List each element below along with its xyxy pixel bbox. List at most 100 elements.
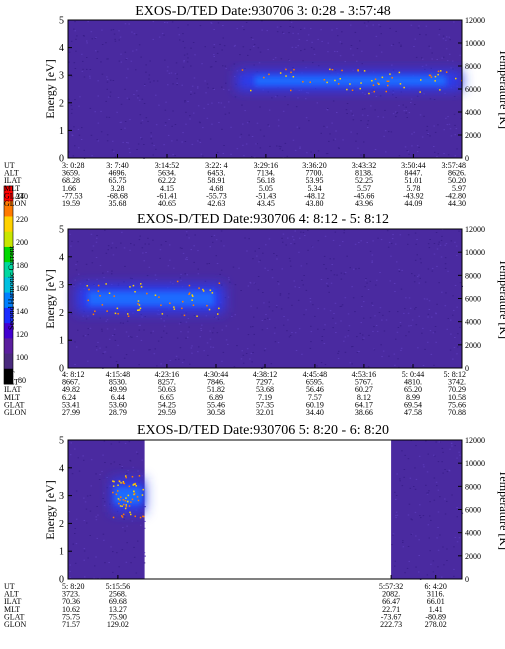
noise-dot — [314, 315, 316, 317]
table-cell: 54.25 — [158, 400, 176, 409]
noise-dot — [95, 519, 98, 521]
band-speckle — [341, 69, 343, 72]
noise-dot — [437, 243, 440, 245]
noise-dot — [439, 496, 441, 498]
noise-dot — [400, 347, 403, 349]
noise-dot — [406, 567, 409, 569]
noise-dot — [349, 362, 351, 364]
noise-dot — [210, 346, 212, 348]
table-cell: 2082. — [382, 590, 400, 599]
y-tick-label: 2 — [59, 308, 64, 319]
noise-dot — [363, 317, 365, 319]
noise-dot — [228, 277, 230, 279]
noise-dot — [106, 116, 108, 118]
noise-dot — [374, 149, 377, 150]
noise-dot — [324, 364, 327, 366]
noise-dot — [283, 316, 285, 317]
noise-dot — [206, 117, 209, 119]
noise-dot — [219, 43, 221, 45]
band-speckle — [211, 292, 214, 294]
noise-dot — [119, 36, 122, 38]
noise-dot — [336, 51, 339, 53]
band-speckle — [357, 69, 359, 71]
noise-dot — [224, 65, 227, 67]
noise-dot — [84, 576, 86, 578]
band-speckle — [125, 476, 127, 479]
noise-dot — [250, 305, 252, 307]
noise-dot — [236, 148, 239, 150]
noise-dot — [128, 441, 131, 443]
noise-dot — [223, 45, 226, 47]
noise-dot — [327, 51, 329, 53]
noise-dot — [97, 341, 99, 343]
noise-dot — [415, 56, 418, 58]
band-speckle — [218, 307, 220, 310]
noise-dot — [360, 120, 362, 122]
noise-dot — [114, 339, 117, 341]
band-speckle — [126, 500, 129, 503]
noise-dot — [446, 36, 448, 38]
noise-dot — [117, 283, 120, 285]
noise-dot — [303, 48, 306, 50]
band-speckle — [139, 307, 142, 309]
noise-dot — [140, 56, 142, 58]
noise-dot — [414, 104, 416, 105]
band-speckle — [326, 81, 328, 84]
band-speckle — [137, 303, 139, 305]
noise-dot — [271, 97, 273, 99]
table-cell: 13.27 — [109, 605, 127, 614]
band-speckle — [108, 292, 111, 294]
band-speckle — [112, 480, 114, 482]
noise-dot — [300, 231, 302, 233]
noise-dot — [128, 148, 131, 150]
noise-dot — [339, 41, 342, 43]
table-cell: 6595. — [306, 378, 324, 387]
y-tick-label: 1 — [59, 126, 64, 137]
noise-dot — [316, 102, 319, 104]
colorbar-tick-label: 160 — [16, 284, 28, 293]
band-speckle — [241, 69, 244, 71]
noise-dot — [200, 330, 203, 331]
noise-dot — [329, 133, 331, 135]
noise-dot — [144, 506, 146, 508]
noise-dot — [221, 49, 223, 51]
table-cell: 60.27 — [355, 385, 373, 394]
noise-dot — [114, 38, 116, 40]
noise-dot — [335, 130, 337, 132]
noise-dot — [76, 35, 78, 37]
noise-dot — [282, 233, 285, 235]
band-speckle — [385, 90, 387, 93]
noise-dot — [277, 119, 280, 121]
noise-dot — [456, 507, 458, 508]
panel-2-ylabel: Energy [eV] — [43, 269, 57, 328]
noise-dot — [458, 537, 461, 539]
table-cell: 5634. — [158, 169, 176, 178]
noise-dot — [400, 288, 403, 290]
noise-dot — [444, 498, 446, 500]
noise-dot — [109, 485, 111, 487]
band-speckle — [440, 70, 442, 72]
noise-dot — [409, 307, 412, 309]
noise-dot — [305, 98, 307, 100]
noise-dot — [187, 318, 190, 319]
noise-dot — [233, 45, 236, 47]
noise-dot — [75, 543, 78, 545]
noise-dot — [150, 138, 152, 140]
noise-dot — [101, 330, 103, 332]
noise-dot — [276, 255, 278, 257]
colorbar-label: Second Harmonic Current — [7, 245, 16, 330]
noise-dot — [419, 114, 422, 116]
noise-dot — [190, 91, 192, 93]
noise-dot — [158, 104, 160, 106]
noise-dot — [112, 29, 115, 31]
band-speckle — [116, 307, 119, 310]
noise-dot — [425, 34, 427, 36]
noise-dot — [434, 331, 436, 333]
noise-dot — [85, 263, 88, 265]
table-cell: 1.41 — [429, 605, 443, 614]
noise-dot — [396, 261, 398, 263]
noise-dot — [399, 480, 401, 482]
noise-dot — [68, 98, 70, 100]
noise-dot — [240, 133, 243, 135]
noise-dot — [86, 68, 88, 70]
